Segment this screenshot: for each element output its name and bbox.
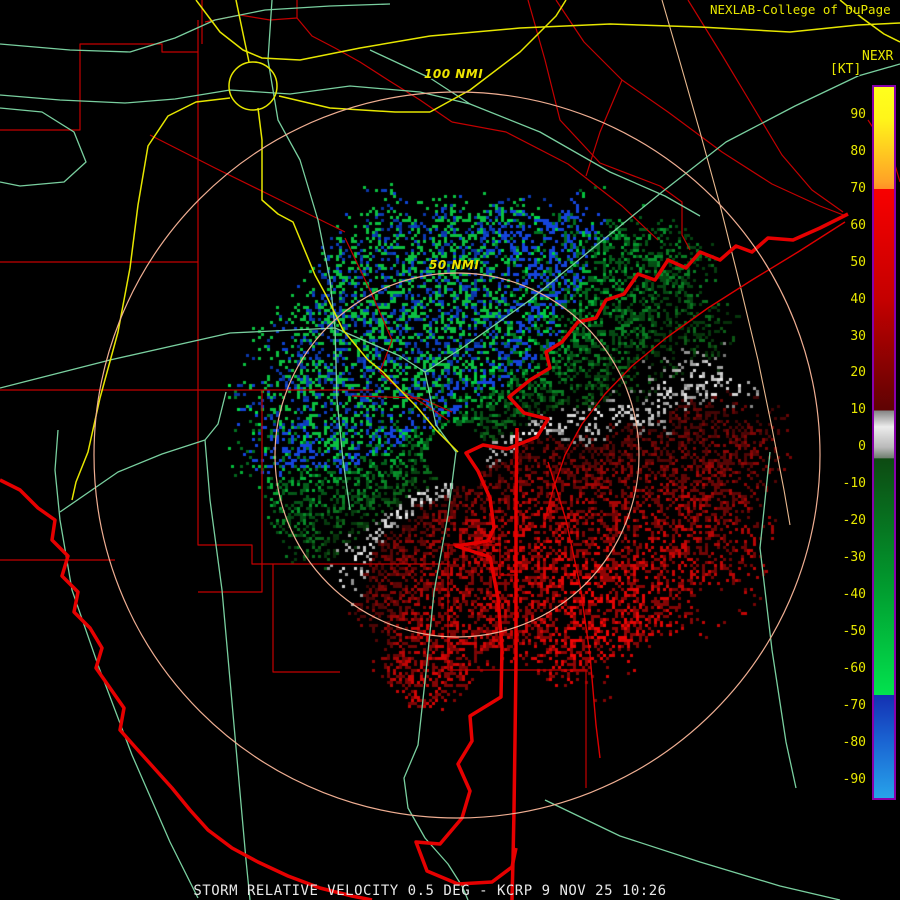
river-rio-grande: [0, 478, 373, 900]
yellow-roads: [71, 0, 900, 501]
units-label: [KT]: [830, 62, 862, 77]
range-ring-50nmi: [274, 272, 640, 638]
footer-product-title: STORM RELATIVE VELOCITY 0.5 DEG - KCRP 9…: [193, 883, 667, 899]
range-ring-100nmi: [93, 91, 821, 819]
credit-text: NEXLAB-College of DuPage: [710, 2, 891, 17]
tan-roads: [661, 0, 791, 526]
range-ring-label-50: 50 NMI: [429, 258, 480, 272]
colorbar-gradient: [872, 85, 896, 800]
range-rings: [93, 91, 821, 819]
barrier-islands: [544, 221, 846, 759]
range-ring-label-100: 100 NMI: [424, 67, 484, 81]
product-code-label: NEXR: [862, 49, 894, 64]
coastline: [414, 212, 849, 900]
